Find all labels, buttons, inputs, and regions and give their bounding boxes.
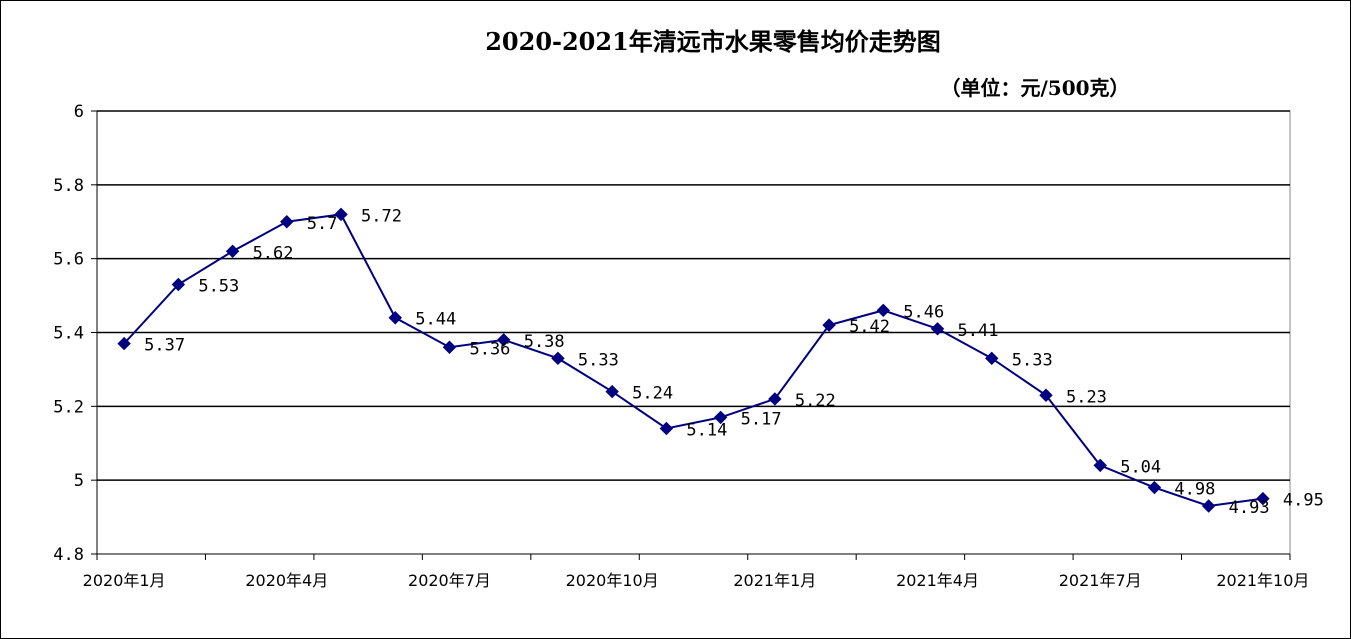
chart-title: 2020-2021年清远市水果零售均价走势图: [485, 27, 941, 56]
x-tick-label: 2021年7月: [1059, 571, 1142, 590]
data-label: 4.95: [1283, 491, 1324, 511]
y-tick-label: 5.2: [53, 397, 84, 417]
data-label: 4.98: [1174, 480, 1215, 500]
data-point: [713, 410, 728, 425]
data-label: 5.44: [415, 310, 456, 330]
data-point: [171, 277, 186, 292]
series-line: [123, 213, 1264, 508]
price-series: [117, 207, 1270, 513]
data-point: [551, 351, 565, 366]
data-point: [442, 340, 457, 354]
axes: [91, 110, 1291, 560]
x-tick-label: 2020年1月: [83, 571, 166, 590]
y-tick-label: 5.4: [53, 324, 84, 344]
data-point: [876, 303, 891, 318]
x-tick-label: 2020年7月: [408, 571, 491, 590]
data-point: [1093, 458, 1107, 473]
grid-lines: [97, 110, 1290, 481]
data-point: [930, 322, 945, 336]
data-label: 5.17: [741, 409, 782, 429]
x-tick-labels: 2020年1月 2020年4月 2020年7月 2020年10月 2021年1月 2021…: [83, 571, 1310, 590]
data-point: [225, 244, 240, 258]
data-point: [388, 311, 402, 325]
data-label: 5.41: [958, 321, 999, 341]
data-point: [1147, 480, 1162, 495]
data-point: [659, 421, 674, 436]
data-point: [1039, 388, 1053, 402]
data-label: 5.14: [686, 420, 727, 440]
data-point: [822, 318, 836, 332]
y-tick-labels: 4.8 5 5.2 5.4 5.6 5.8 6: [53, 102, 84, 565]
data-label: 4.93: [1229, 498, 1270, 518]
data-label: 5.22: [795, 391, 836, 411]
data-point: [496, 333, 511, 347]
data-point: [117, 336, 131, 351]
x-tick-label: 2021年4月: [896, 571, 979, 590]
data-label: 5.42: [849, 317, 890, 337]
data-point: [605, 384, 619, 399]
data-point: [985, 351, 999, 366]
unit-label: （单位：元/500克）: [940, 76, 1129, 100]
data-label: 5.62: [253, 243, 294, 263]
data-label: 5.24: [632, 384, 673, 404]
data-point: [768, 392, 782, 406]
x-tick-label: 2021年1月: [733, 571, 816, 590]
data-label: 5.53: [198, 277, 239, 297]
y-tick-label: 5: [74, 471, 84, 491]
data-label: 5.36: [469, 339, 510, 359]
data-point: [280, 215, 294, 229]
x-tick-label: 2020年4月: [245, 571, 328, 590]
data-label: 5.04: [1120, 457, 1161, 477]
data-label: 5.38: [524, 332, 565, 352]
y-tick-label: 4.8: [53, 545, 84, 565]
data-point: [1201, 499, 1216, 513]
data-label: 5.7: [307, 214, 338, 234]
data-label: 5.23: [1066, 387, 1107, 407]
data-label: 5.33: [578, 350, 619, 370]
y-tick-label: 5.6: [53, 250, 84, 270]
data-labels: 5.37 5.53 5.62 5.7 5.72 5.44 5.36 5.38 5.33 5.24 5…: [144, 206, 1324, 518]
data-label: 5.33: [1012, 350, 1053, 370]
data-label: 5.72: [361, 206, 402, 226]
data-point: [334, 207, 348, 222]
x-tick-label: 2020年10月: [566, 571, 659, 590]
x-tick-label: 2021年10月: [1216, 571, 1309, 590]
data-label: 5.46: [903, 302, 944, 322]
y-tick-label: 5.8: [53, 176, 84, 196]
data-label: 5.37: [144, 336, 185, 356]
y-tick-label: 6: [74, 102, 84, 122]
data-point: [1256, 491, 1270, 506]
